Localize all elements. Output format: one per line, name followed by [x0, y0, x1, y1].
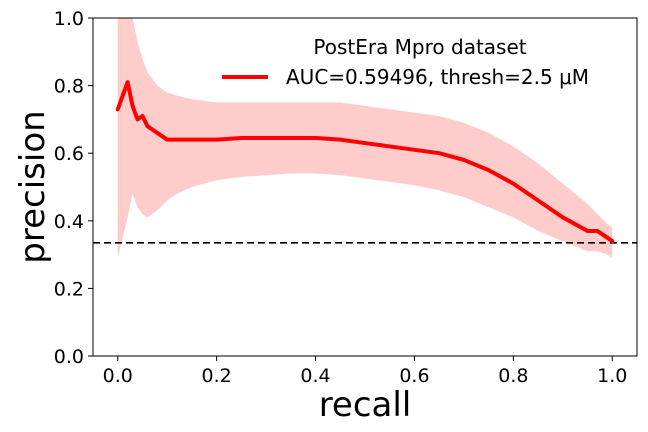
plot-frame	[92, 17, 638, 357]
confidence-band-0	[117, 18, 613, 258]
legend: PostEra Mpro dataset AUC=0.59496, thresh…	[222, 35, 589, 89]
y-tick-label: 0.6	[54, 143, 84, 165]
x-tick-label: 0.2	[202, 365, 232, 387]
y-tick-label: 0.2	[54, 278, 84, 300]
x-axis-label: recall	[319, 385, 412, 425]
x-tick-label: 0.0	[103, 365, 133, 387]
y-tick-label: 0.4	[54, 211, 84, 233]
series-line-layer	[115, 80, 615, 244]
y-ticks: 0.0 0.2 0.4 0.6 0.8 1.0	[54, 8, 93, 368]
y-tick-label: 0.0	[54, 346, 84, 368]
x-tick-label: 0.6	[399, 365, 429, 387]
y-axis-label: precision	[13, 110, 53, 263]
x-tick-label: 0.4	[300, 365, 330, 387]
legend-title: PostEra Mpro dataset	[313, 35, 526, 59]
y-tick-label: 1.0	[54, 8, 84, 30]
confidence-band-layer	[117, 18, 613, 258]
legend-entry-label: AUC=0.59496, thresh=2.5 μM	[286, 65, 589, 89]
y-tick-label: 0.8	[54, 76, 84, 98]
x-ticks: 0.0 0.2 0.4 0.6 0.8 1.0	[103, 356, 627, 387]
x-tick-label: 0.8	[498, 365, 528, 387]
series-line-0	[115, 80, 615, 244]
x-tick-label: 1.0	[597, 365, 627, 387]
